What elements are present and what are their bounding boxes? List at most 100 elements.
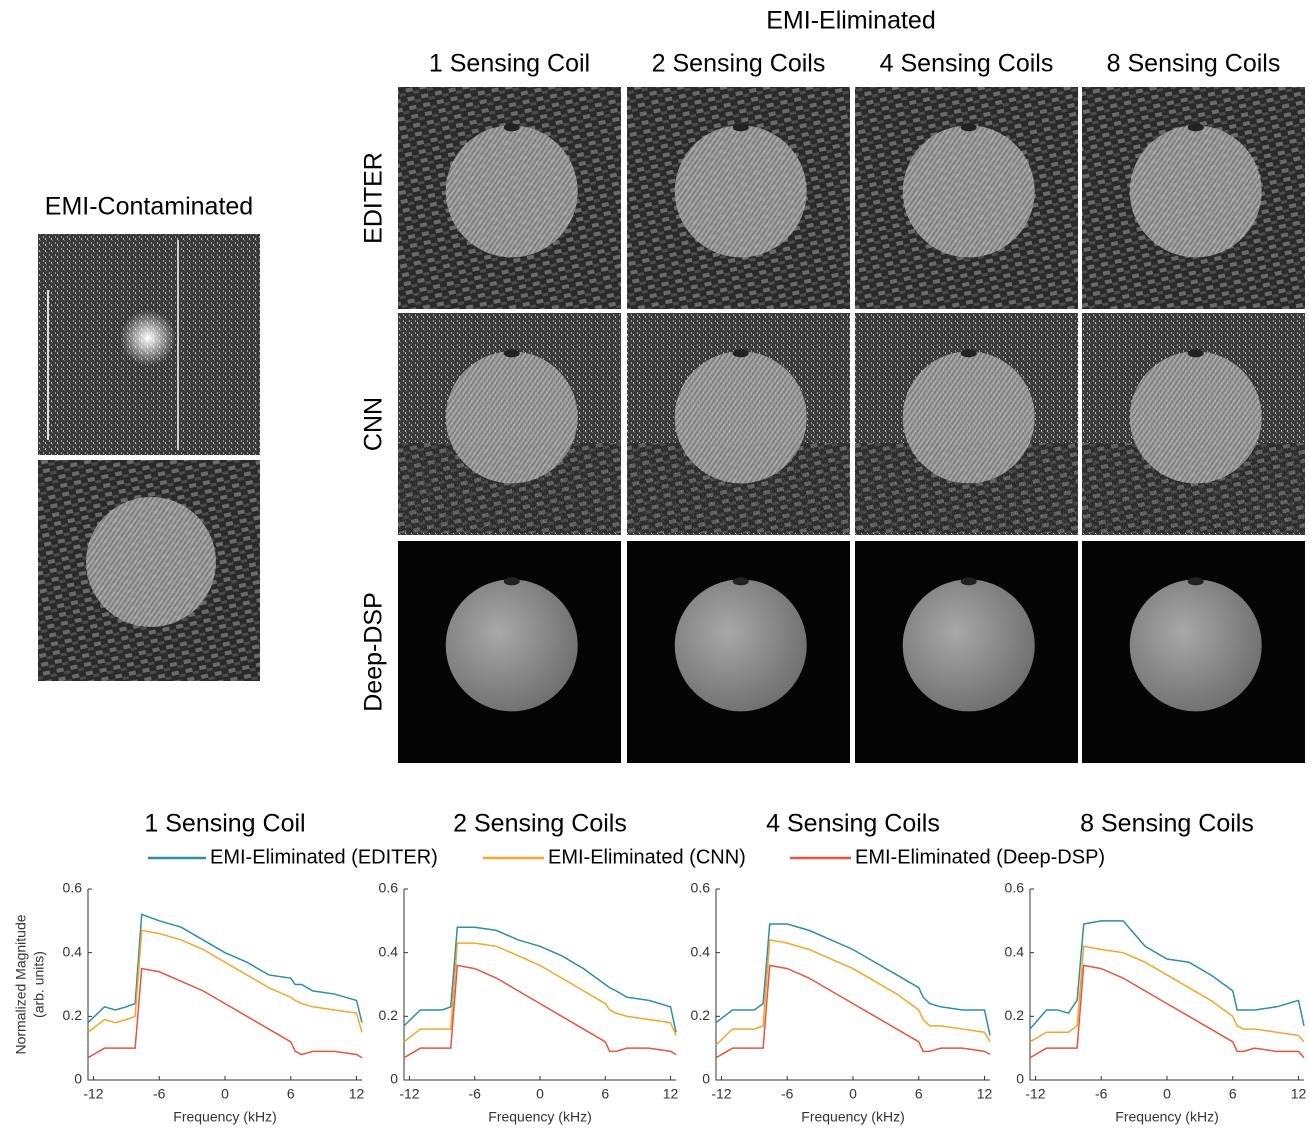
y-tick-label: 0 xyxy=(390,1071,398,1087)
contaminated-images xyxy=(38,234,260,681)
y-tick-label: 0.4 xyxy=(1005,943,1025,959)
chart-title: 8 Sensing Coils xyxy=(1080,810,1254,838)
eliminated-title: EMI-Eliminated xyxy=(766,7,936,35)
column-label: 1 Sensing Coil xyxy=(429,50,590,78)
x-tick-label: -12 xyxy=(1025,1086,1045,1102)
axis-frame xyxy=(403,889,676,1081)
y-tick-label: 0.6 xyxy=(379,880,399,896)
y-tick-label: 0.4 xyxy=(379,943,399,959)
legend-label: EMI-Eliminated (EDITER) xyxy=(210,846,438,868)
y-tick-label: 0.6 xyxy=(691,880,711,896)
x-tick-label: -6 xyxy=(781,1086,794,1102)
x-tick-label: -12 xyxy=(711,1086,731,1102)
x-tick-label: -6 xyxy=(1095,1086,1108,1102)
contaminated-title: EMI-Contaminated xyxy=(45,193,253,221)
phantom xyxy=(445,579,578,712)
phantom-notch xyxy=(960,123,977,132)
x-tick-label: 0 xyxy=(536,1086,544,1102)
phantom xyxy=(674,351,807,484)
phantom-notch xyxy=(503,577,520,586)
x-tick-label: 6 xyxy=(915,1086,923,1102)
row-label: EDITER xyxy=(360,152,388,244)
y-tick-label: 0.4 xyxy=(63,943,83,959)
x-tick-label: 12 xyxy=(977,1086,993,1102)
phantom-notch xyxy=(1187,123,1204,132)
row-label: Deep-DSP xyxy=(360,592,388,712)
y-tick-label: 0 xyxy=(74,1071,82,1087)
charts: 1 Sensing Coil Frequency (kHz) Normalized … xyxy=(13,810,1307,1125)
chart-title: 4 Sensing Coils xyxy=(766,810,940,838)
x-axis-label: Frequency (kHz) xyxy=(173,1109,276,1125)
series-line xyxy=(1029,920,1305,1030)
y-tick-label: 0.6 xyxy=(1005,880,1025,896)
series-line xyxy=(403,926,677,1033)
x-tick-label: -12 xyxy=(399,1086,419,1102)
phantom xyxy=(445,351,578,484)
series-line xyxy=(403,964,677,1059)
phantom xyxy=(674,579,807,712)
series-line xyxy=(715,939,991,1046)
x-tick-label: 0 xyxy=(849,1086,857,1102)
image-grid: 1 Sensing Coil 2 Sensing Coils 4 Sensing C… xyxy=(360,50,1305,763)
chart-title: 1 Sensing Coil xyxy=(144,810,305,838)
legend-label: EMI-Eliminated (Deep-DSP) xyxy=(855,846,1105,868)
series-line xyxy=(715,964,991,1059)
x-tick-label: 0 xyxy=(221,1086,229,1102)
series-line xyxy=(1029,945,1305,1043)
series-line xyxy=(87,967,363,1059)
phantom-notch xyxy=(503,123,520,132)
x-tick-label: -6 xyxy=(468,1086,481,1102)
phantom xyxy=(1129,351,1262,484)
phantom-notch xyxy=(960,349,977,358)
phantom xyxy=(445,125,578,258)
kspace-center xyxy=(120,310,176,366)
x-axis-label: Frequency (kHz) xyxy=(801,1109,904,1125)
x-tick-label: -6 xyxy=(153,1086,166,1102)
y-tick-label: 0 xyxy=(702,1071,710,1087)
phantom-notch xyxy=(960,577,977,586)
y-tick-label: 0.6 xyxy=(63,880,83,896)
phantom-notch xyxy=(1187,349,1204,358)
phantom xyxy=(1129,579,1262,712)
y-tick-label: 0.2 xyxy=(691,1007,711,1023)
phantom xyxy=(674,125,807,258)
series-line xyxy=(87,929,363,1033)
y-tick-label: 0.2 xyxy=(379,1007,399,1023)
series-line xyxy=(87,913,363,1024)
y-axis-label: Normalized Magnitude xyxy=(13,914,29,1054)
x-tick-label: 6 xyxy=(287,1086,295,1102)
column-label: 8 Sensing Coils xyxy=(1107,50,1281,78)
phantom xyxy=(902,351,1035,484)
row-label: CNN xyxy=(360,397,388,451)
x-tick-label: 12 xyxy=(349,1086,365,1102)
phantom-notch xyxy=(1187,577,1204,586)
x-axis-label: Frequency (kHz) xyxy=(1115,1109,1218,1125)
x-tick-label: 0 xyxy=(1163,1086,1171,1102)
phantom-notch xyxy=(732,577,749,586)
y-tick-label: 0.4 xyxy=(691,943,711,959)
y-tick-label: 0.2 xyxy=(1005,1007,1025,1023)
column-label: 4 Sensing Coils xyxy=(880,50,1054,78)
series-line xyxy=(715,923,991,1036)
x-tick-label: 6 xyxy=(1229,1086,1237,1102)
y-tick-label: 0.2 xyxy=(63,1007,83,1023)
series-line xyxy=(1029,964,1305,1059)
phantom-notch xyxy=(732,123,749,132)
x-tick-label: 12 xyxy=(1291,1086,1307,1102)
phantom xyxy=(1129,125,1262,258)
phantom xyxy=(902,579,1035,712)
x-tick-label: 12 xyxy=(663,1086,679,1102)
x-tick-label: -12 xyxy=(83,1086,103,1102)
series-line xyxy=(403,942,677,1043)
y-axis-label: (arb. units) xyxy=(31,951,47,1018)
x-axis-label: Frequency (kHz) xyxy=(488,1109,591,1125)
phantom-notch xyxy=(732,349,749,358)
phantom xyxy=(902,125,1035,258)
legend-label: EMI-Eliminated (CNN) xyxy=(548,846,746,868)
x-tick-label: 6 xyxy=(601,1086,609,1102)
phantom-notch xyxy=(503,349,520,358)
phantom xyxy=(86,497,216,627)
axis-frame xyxy=(1029,889,1304,1081)
column-label: 2 Sensing Coils xyxy=(652,50,826,78)
